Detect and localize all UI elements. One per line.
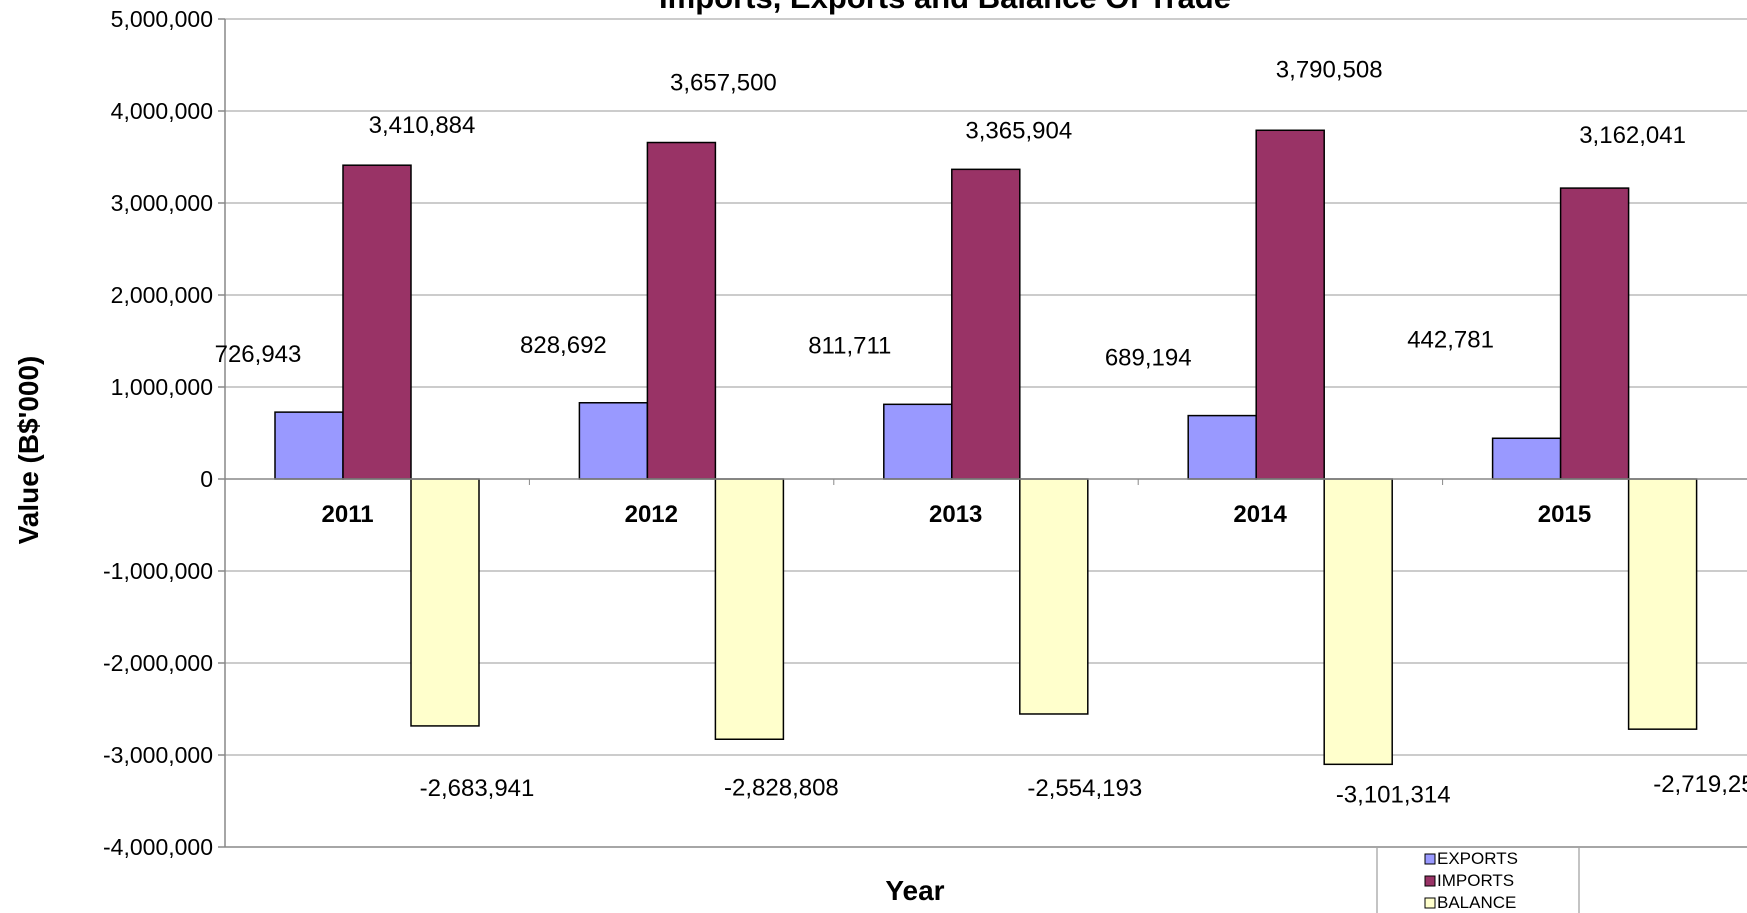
chart-title: Imports, Exports and Balance Of Trade: [659, 0, 1231, 15]
legend-swatch-balance: [1424, 897, 1436, 909]
data-label: -3,101,314: [1336, 781, 1451, 808]
x-axis-title: Year: [885, 875, 944, 906]
bar-exports-2011: [274, 411, 344, 480]
bar-balance-2013: [1019, 478, 1089, 715]
data-label: -2,554,193: [1027, 775, 1142, 802]
bar-imports-2014: [1255, 129, 1325, 480]
data-label: 811,711: [808, 332, 891, 359]
legend-label-imports: IMPORTS: [1437, 871, 1514, 890]
x-category-label: 2014: [1233, 501, 1287, 528]
legend-swatch-exports: [1424, 853, 1436, 865]
data-label: -2,719,259: [1653, 771, 1747, 798]
x-category-label: 2013: [929, 501, 982, 528]
y-axis-title: Value (B$'000): [13, 356, 44, 545]
data-label: -2,828,808: [724, 774, 839, 801]
y-tick-label: 0: [200, 466, 213, 492]
y-tick-label: 4,000,000: [111, 98, 213, 124]
bar-balance-2012: [714, 478, 785, 741]
y-tick-label: 2,000,000: [111, 282, 213, 308]
x-category-label: 2011: [322, 501, 374, 528]
legend-label-balance: BALANCE: [1437, 893, 1516, 912]
bar-exports-2015: [1491, 437, 1562, 480]
data-label: 828,692: [520, 332, 607, 359]
bar-imports-2013: [951, 168, 1021, 480]
data-label: 3,410,884: [369, 112, 476, 139]
x-category-label: 2012: [625, 501, 678, 528]
bar-imports-2012: [646, 141, 717, 480]
data-label: 726,943: [215, 341, 302, 368]
bar-imports-2011: [342, 164, 412, 480]
bar-exports-2012: [578, 402, 649, 480]
legend-label-exports: EXPORTS: [1437, 849, 1518, 868]
data-label: 3,162,041: [1579, 122, 1686, 149]
bar-exports-2014: [1187, 414, 1257, 480]
bar-balance-2014: [1323, 478, 1393, 766]
data-label: 442,781: [1407, 326, 1494, 353]
bar-balance-2015: [1627, 478, 1698, 730]
data-label: 3,790,508: [1276, 56, 1383, 83]
y-tick-label: 3,000,000: [111, 190, 213, 216]
data-label: 3,365,904: [965, 117, 1072, 144]
y-tick-label: 1,000,000: [111, 374, 213, 400]
data-label: 3,657,500: [670, 70, 777, 97]
legend-swatch-imports: [1424, 875, 1436, 887]
x-category-label: 2015: [1538, 501, 1591, 528]
y-tick-label: -4,000,000: [103, 834, 213, 860]
y-tick-label: -1,000,000: [103, 558, 213, 584]
bar-exports-2013: [883, 403, 953, 480]
y-tick-label: 5,000,000: [111, 6, 213, 32]
data-label: 689,194: [1105, 345, 1192, 372]
y-tick-label: -2,000,000: [103, 650, 213, 676]
y-tick-label: -3,000,000: [103, 742, 213, 768]
data-label: -2,683,941: [420, 775, 535, 802]
bar-imports-2015: [1559, 187, 1630, 480]
bar-balance-2011: [410, 478, 480, 727]
